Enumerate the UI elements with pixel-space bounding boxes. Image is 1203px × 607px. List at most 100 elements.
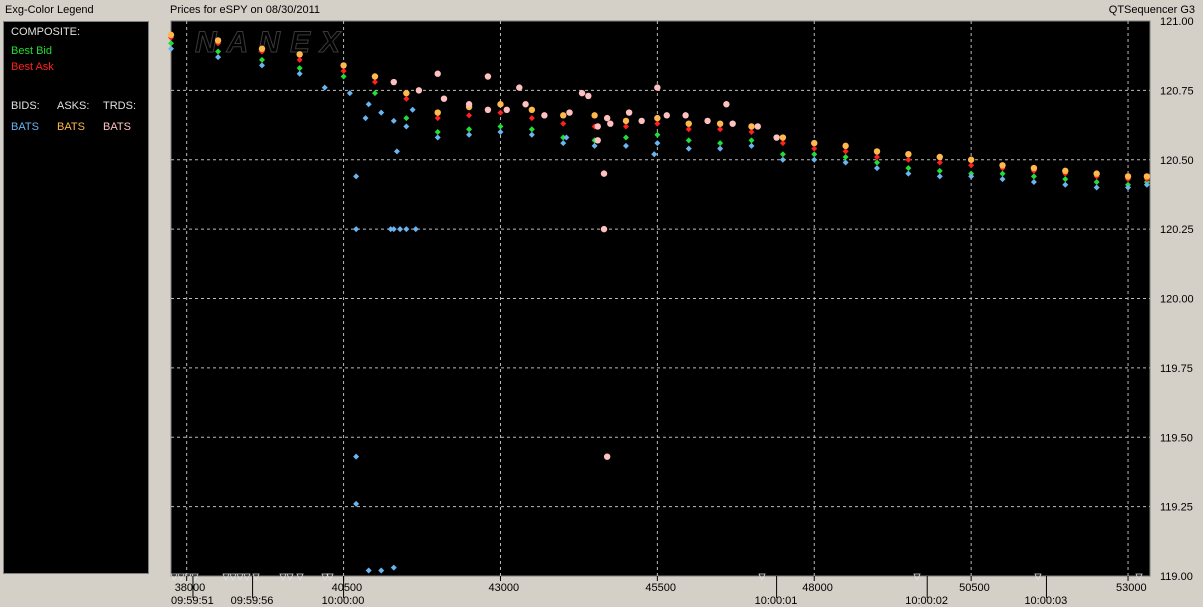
data-point bbox=[466, 112, 473, 119]
data-point bbox=[522, 101, 529, 108]
data-point bbox=[936, 167, 943, 174]
x-tick-label: 45500 bbox=[645, 582, 676, 594]
series-bats-bids bbox=[168, 45, 1150, 574]
data-point bbox=[560, 112, 567, 119]
data-point bbox=[403, 115, 410, 122]
x-tick-label: 38000 bbox=[175, 582, 206, 594]
data-point bbox=[409, 106, 416, 113]
data-point bbox=[465, 101, 473, 108]
data-point bbox=[717, 126, 724, 133]
data-point bbox=[717, 140, 724, 147]
data-point bbox=[779, 140, 786, 147]
data-point bbox=[873, 148, 881, 155]
data-point bbox=[466, 126, 473, 133]
trds-header: TRDS: bbox=[103, 100, 136, 112]
data-point bbox=[503, 106, 510, 114]
time-marker bbox=[758, 573, 766, 581]
data-point bbox=[340, 67, 347, 74]
data-point bbox=[371, 90, 378, 97]
bids-exchange-bats: BATS bbox=[11, 121, 39, 133]
y-tick-label: 120.00 bbox=[1160, 294, 1194, 306]
x-tick-label: 50500 bbox=[959, 582, 990, 594]
time-marker bbox=[321, 573, 329, 581]
best-ask-legend-entry: Best Ask bbox=[11, 61, 54, 73]
data-point bbox=[625, 109, 633, 116]
data-point bbox=[600, 225, 608, 233]
data-point bbox=[258, 62, 265, 69]
data-point bbox=[168, 40, 174, 47]
data-point bbox=[353, 453, 360, 460]
data-point bbox=[874, 153, 881, 160]
data-point bbox=[729, 120, 736, 127]
data-point bbox=[566, 109, 573, 116]
time-marker bbox=[252, 573, 260, 581]
data-point bbox=[214, 37, 222, 44]
data-point bbox=[1143, 181, 1150, 188]
data-point bbox=[811, 139, 818, 147]
data-point bbox=[663, 112, 670, 119]
time-marker bbox=[236, 573, 244, 581]
data-point bbox=[434, 129, 441, 135]
data-point bbox=[378, 109, 385, 116]
time-marker bbox=[279, 573, 287, 581]
y-tick-label: 119.50 bbox=[1160, 432, 1193, 444]
data-point bbox=[968, 162, 975, 169]
data-point bbox=[717, 145, 724, 152]
data-point bbox=[258, 45, 266, 52]
data-point bbox=[397, 226, 404, 233]
data-point bbox=[622, 117, 630, 125]
x-tick-label: 40500 bbox=[332, 582, 363, 594]
data-point bbox=[1124, 173, 1132, 180]
data-point bbox=[1062, 167, 1069, 175]
data-point bbox=[497, 129, 504, 135]
trds-exchange-bats: BATS bbox=[103, 121, 131, 133]
time-marker bbox=[1034, 573, 1042, 581]
data-point bbox=[541, 112, 548, 119]
data-point bbox=[748, 129, 755, 135]
time-marker bbox=[296, 573, 304, 581]
data-point bbox=[622, 123, 629, 130]
data-point bbox=[403, 226, 410, 233]
data-point bbox=[393, 148, 400, 155]
data-point bbox=[1093, 184, 1100, 191]
data-point bbox=[1030, 178, 1037, 185]
data-point bbox=[685, 120, 692, 127]
time-label: 09:59:56 bbox=[231, 595, 274, 607]
data-point bbox=[594, 123, 601, 130]
data-point bbox=[403, 89, 410, 97]
data-point bbox=[905, 156, 912, 163]
data-point bbox=[842, 159, 849, 166]
data-point bbox=[215, 54, 222, 61]
data-point bbox=[811, 156, 818, 163]
data-point bbox=[528, 106, 536, 114]
data-point bbox=[258, 56, 265, 63]
data-point bbox=[748, 142, 755, 149]
data-point bbox=[905, 170, 912, 177]
data-point bbox=[936, 159, 943, 166]
app-name: QTSequencer G3 bbox=[1108, 4, 1195, 16]
y-tick-label: 121.00 bbox=[1160, 16, 1194, 28]
data-point bbox=[434, 134, 441, 141]
data-point bbox=[936, 173, 943, 180]
data-point bbox=[654, 114, 661, 122]
data-point bbox=[622, 142, 629, 149]
x-tick-label: 53000 bbox=[1116, 582, 1147, 594]
series-bats-trades bbox=[390, 70, 780, 460]
data-point bbox=[403, 123, 410, 130]
data-point bbox=[811, 151, 818, 158]
y-tick-label: 120.50 bbox=[1160, 155, 1194, 167]
data-point bbox=[516, 84, 523, 91]
data-point bbox=[497, 101, 504, 108]
data-point bbox=[874, 165, 881, 172]
bids-header: BIDS: bbox=[11, 100, 40, 112]
y-tick-label: 119.25 bbox=[1160, 502, 1193, 514]
data-point bbox=[346, 90, 353, 97]
series-bats-asks bbox=[167, 31, 1151, 180]
data-point bbox=[638, 117, 645, 125]
data-point bbox=[560, 140, 567, 147]
data-point bbox=[403, 95, 410, 102]
data-point bbox=[215, 48, 222, 55]
data-point bbox=[654, 140, 661, 147]
time-marker bbox=[177, 573, 185, 581]
